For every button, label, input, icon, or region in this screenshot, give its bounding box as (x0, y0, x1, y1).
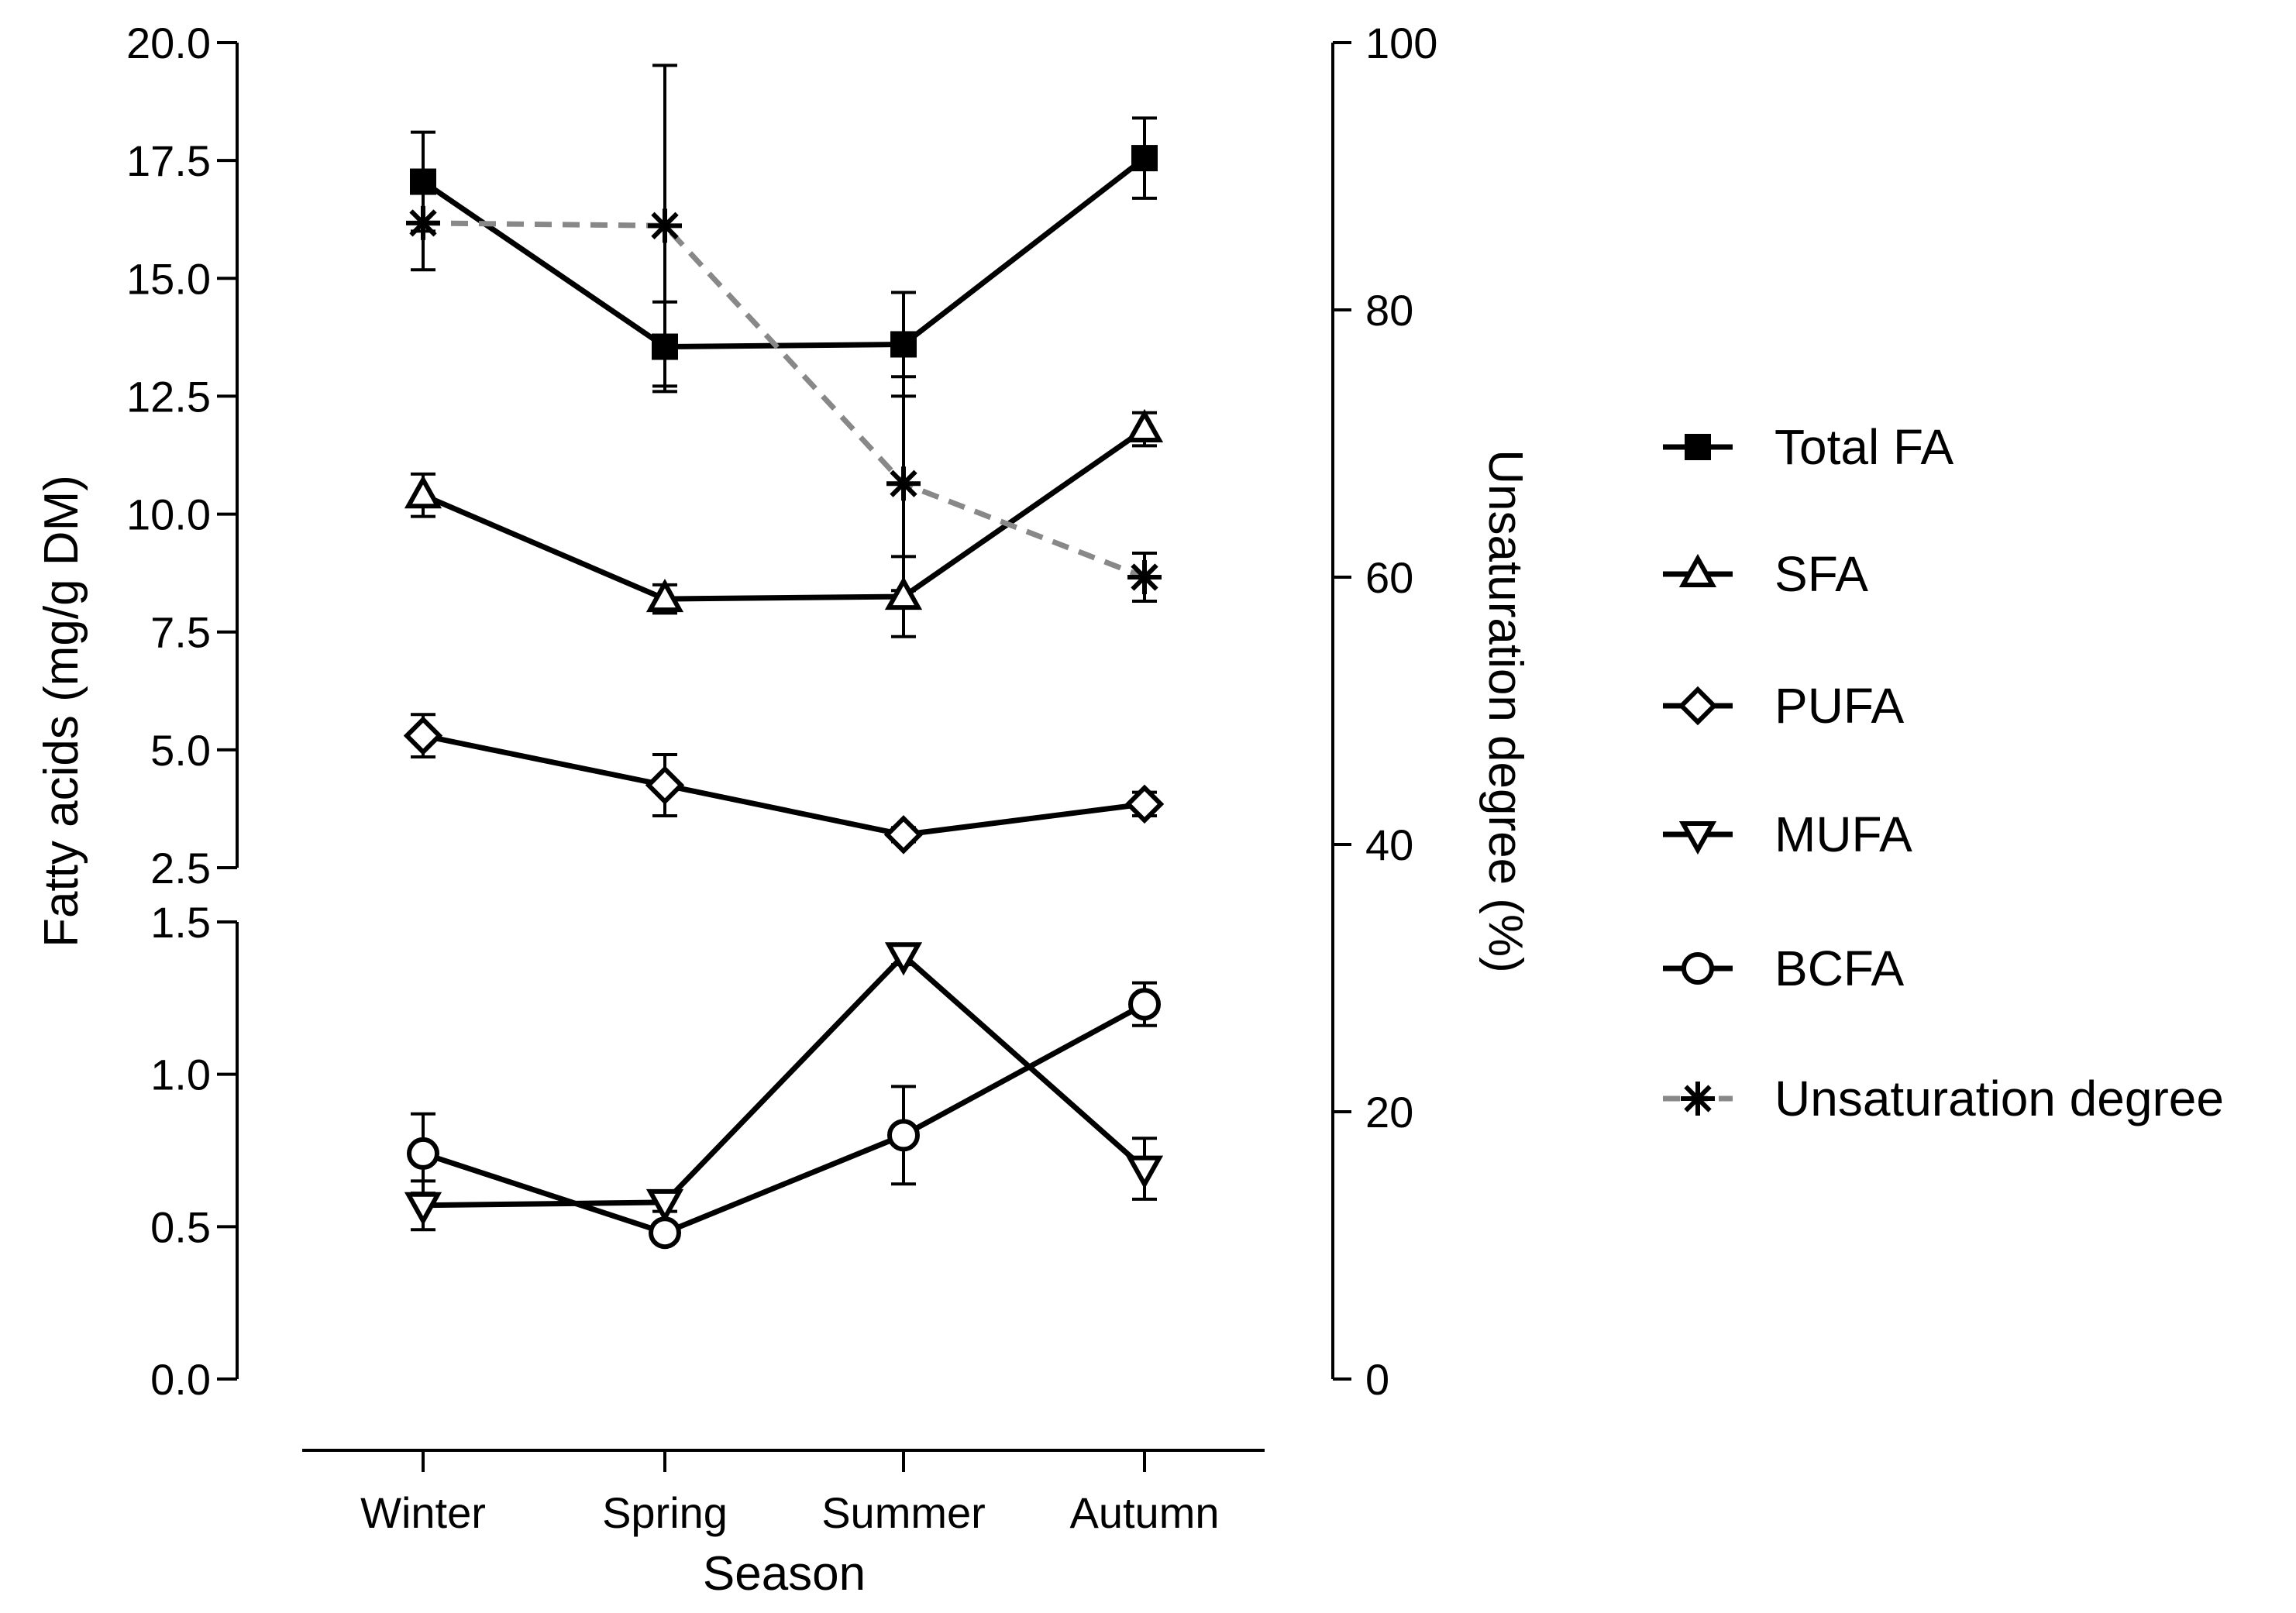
right-y-ticks: 0 20 40 60 80 100 (1333, 19, 1437, 1404)
legend-marker (1681, 1082, 1715, 1116)
right-tick-label: 60 (1365, 553, 1413, 602)
left-tick-label: 17.5 (126, 136, 211, 185)
legend-item-mufa: MUFA (1663, 806, 1912, 862)
pufa-point (403, 716, 443, 755)
sfa-point (645, 578, 684, 613)
total-point (410, 168, 436, 195)
total-point (890, 331, 917, 358)
right-tick-label: 20 (1365, 1088, 1413, 1137)
left-y-ticks: 2.5 5.0 7.5 10.0 12.5 15.0 17.5 20.0 0.0 0.5 1.0 1.… (126, 19, 237, 1404)
unsat-point (406, 205, 440, 240)
total-line (422, 156, 1147, 350)
legend-marker (1682, 952, 1714, 985)
mufa-point (645, 1188, 684, 1223)
x-tick-label: Spring (602, 1488, 728, 1537)
legend-label: Total FA (1774, 419, 1954, 475)
y2-axis-title: Unsaturation degree (%) (1478, 449, 1532, 972)
legend-item-bcfa: BCFA (1663, 941, 1904, 996)
legend-item-unsat: Unsaturation degree (1663, 1071, 2224, 1126)
pufa-point (883, 815, 924, 855)
legend: Total FA SFA PUFA MUFA BCFA Unsaturation degr… (1663, 419, 2224, 1126)
legend-marker (1678, 686, 1718, 726)
legend-item-sfa: SFA (1663, 546, 1868, 602)
total-point (1131, 145, 1158, 172)
sfa-point (884, 576, 923, 610)
legend-marker (1685, 434, 1711, 460)
x-tick-label: Autumn (1070, 1488, 1220, 1537)
bcfa-point (887, 1119, 920, 1152)
pufa-line (422, 733, 1145, 837)
x-axis-title: Season (703, 1547, 866, 1601)
pufa-point (1124, 784, 1165, 824)
bcfa-point (407, 1137, 439, 1170)
left-tick-label: 20.0 (126, 19, 211, 67)
left-tick-label: 7.5 (150, 608, 211, 657)
legend-marker (1678, 553, 1717, 587)
legend-item-total: Total FA (1663, 419, 1954, 475)
x-tick-label: Summer (821, 1488, 986, 1537)
sfa-point (1125, 408, 1164, 443)
unsat-point (648, 208, 682, 243)
y-axis-title: Fatty acids (mg/g DM) (35, 475, 88, 948)
unsat-point (886, 466, 921, 501)
mufa-point (1125, 1155, 1164, 1189)
legend-marker (1678, 821, 1717, 855)
left-tick-label: 12.5 (126, 372, 211, 421)
left-tick-label: 0.0 (150, 1355, 211, 1404)
legend-label: Unsaturation degree (1774, 1071, 2224, 1126)
series-lines (422, 156, 1147, 1236)
right-tick-label: 0 (1365, 1355, 1389, 1404)
pufa-point (645, 765, 685, 805)
x-tick-label: Winter (360, 1488, 486, 1537)
left-tick-label: 10.0 (126, 490, 211, 539)
legend-label: BCFA (1774, 941, 1904, 996)
legend-item-pufa: PUFA (1663, 678, 1904, 734)
left-tick-label: 5.0 (150, 726, 211, 775)
bcfa-point (649, 1216, 681, 1250)
bcfa-line (422, 1002, 1146, 1236)
sfa-line (422, 427, 1146, 602)
unsat-point (1127, 560, 1162, 594)
sfa-point (404, 475, 442, 509)
mufa-line (422, 952, 1147, 1209)
left-tick-label: 1.0 (150, 1051, 211, 1099)
left-tick-label: 15.0 (126, 254, 211, 303)
right-tick-label: 80 (1365, 286, 1413, 335)
error-bars (411, 64, 1157, 1243)
total-point (652, 333, 678, 360)
x-ticks: Winter Spring Summer Autumn (360, 1450, 1220, 1537)
left-tick-label: 1.5 (150, 898, 211, 947)
mufa-point (884, 942, 923, 976)
left-tick-label: 2.5 (150, 844, 211, 892)
legend-label: PUFA (1774, 678, 1904, 734)
legend-label: MUFA (1774, 806, 1912, 862)
legend-label: SFA (1774, 546, 1868, 602)
bcfa-point (1128, 988, 1161, 1021)
left-tick-label: 0.5 (150, 1202, 211, 1251)
series-markers (403, 145, 1165, 1250)
right-tick-label: 40 (1365, 820, 1413, 869)
unsat-line (422, 220, 1146, 580)
right-tick-label: 100 (1365, 19, 1437, 67)
mufa-point (404, 1192, 442, 1226)
